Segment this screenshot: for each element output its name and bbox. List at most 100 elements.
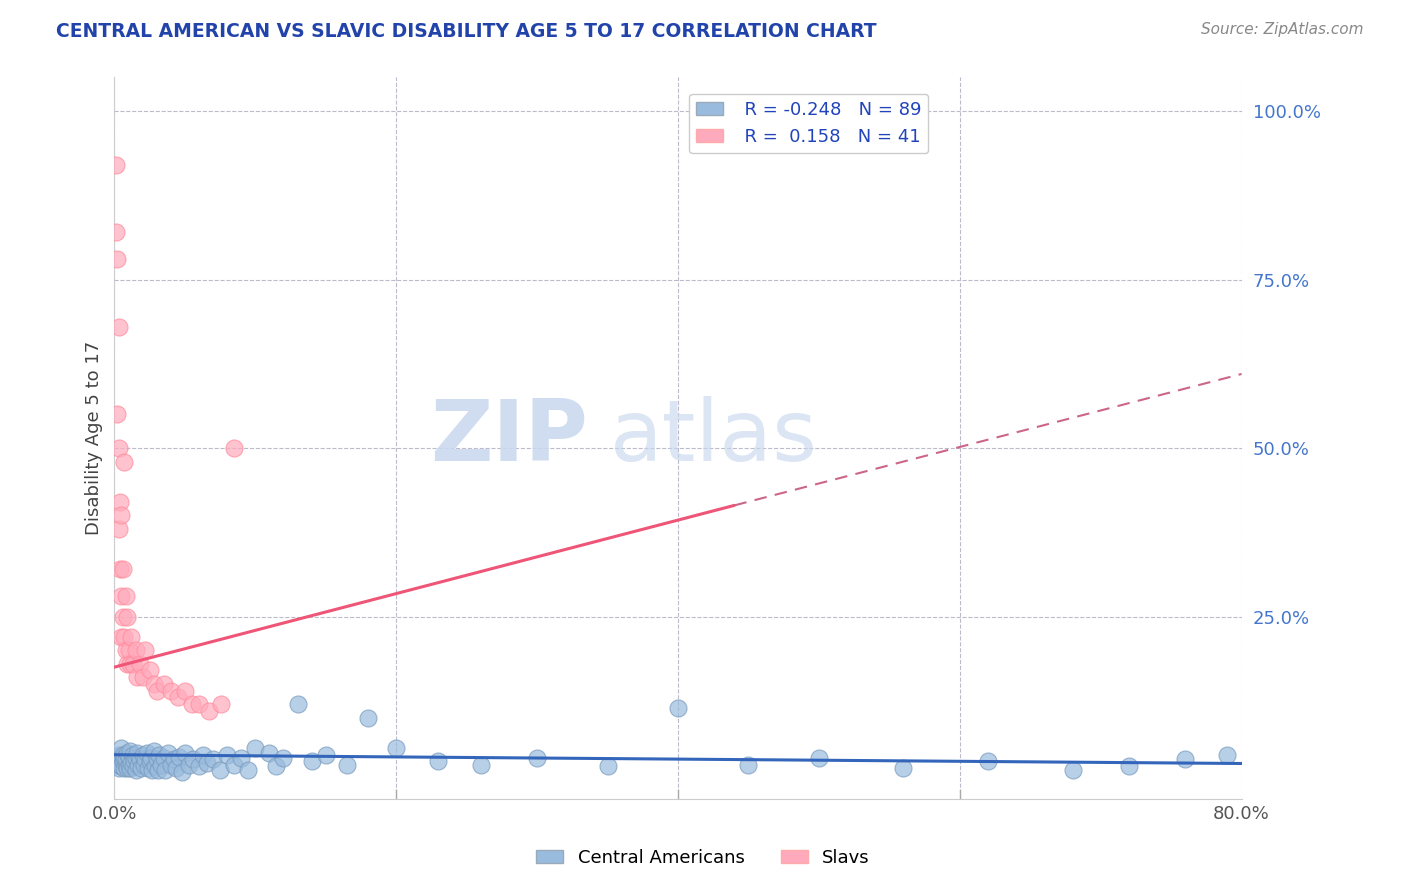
Point <box>125 746 148 760</box>
Point <box>211 697 233 711</box>
Point <box>807 751 830 765</box>
Point <box>315 747 337 762</box>
Point <box>173 746 195 760</box>
Point <box>117 749 139 764</box>
Point <box>112 761 135 775</box>
Point <box>110 590 132 604</box>
Point <box>108 562 131 576</box>
Point <box>111 755 134 769</box>
Point <box>135 746 157 760</box>
Point <box>136 761 159 775</box>
Point <box>107 761 129 775</box>
Point <box>104 755 127 769</box>
Point <box>231 751 253 765</box>
Point <box>737 757 759 772</box>
Point <box>166 690 188 705</box>
Point <box>238 763 260 777</box>
Point <box>124 751 146 765</box>
Point <box>115 657 138 671</box>
Point <box>108 752 131 766</box>
Point <box>143 759 166 773</box>
Point <box>112 630 135 644</box>
Point <box>149 757 172 772</box>
Point <box>162 752 184 766</box>
Point <box>385 741 408 756</box>
Point <box>115 746 138 760</box>
Point <box>181 752 204 766</box>
Point <box>108 757 131 772</box>
Point <box>131 747 153 762</box>
Point <box>596 759 619 773</box>
Point <box>141 763 163 777</box>
Point <box>114 752 136 766</box>
Point <box>117 643 139 657</box>
Legend:   R = -0.248   N = 89,   R =  0.158   N = 41: R = -0.248 N = 89, R = 0.158 N = 41 <box>689 94 928 153</box>
Point <box>112 751 135 765</box>
Y-axis label: Disability Age 5 to 17: Disability Age 5 to 17 <box>86 341 103 535</box>
Text: Source: ZipAtlas.com: Source: ZipAtlas.com <box>1201 22 1364 37</box>
Point <box>120 630 142 644</box>
Point <box>142 744 165 758</box>
Point <box>138 664 160 678</box>
Point <box>107 319 129 334</box>
Point <box>121 759 143 773</box>
Point <box>107 441 129 455</box>
Point <box>120 756 142 771</box>
Point <box>104 158 127 172</box>
Point <box>1118 759 1140 773</box>
Point <box>107 747 129 762</box>
Point <box>110 630 132 644</box>
Point <box>193 747 215 762</box>
Point <box>129 761 152 775</box>
Point <box>121 657 143 671</box>
Point <box>1062 763 1084 777</box>
Point <box>152 677 174 691</box>
Point <box>110 508 132 523</box>
Point <box>153 763 176 777</box>
Point <box>159 683 181 698</box>
Point <box>125 670 148 684</box>
Point <box>145 752 167 766</box>
Point <box>134 643 156 657</box>
Point <box>107 522 129 536</box>
Point <box>217 747 239 762</box>
Point <box>118 761 141 775</box>
Point <box>197 756 219 771</box>
Point <box>105 757 128 772</box>
Point <box>105 408 128 422</box>
Point <box>114 757 136 772</box>
Point <box>167 749 190 764</box>
Point <box>114 643 136 657</box>
Point <box>139 751 162 765</box>
Text: CENTRAL AMERICAN VS SLAVIC DISABILITY AGE 5 TO 17 CORRELATION CHART: CENTRAL AMERICAN VS SLAVIC DISABILITY AG… <box>56 22 877 41</box>
Point <box>124 643 146 657</box>
Point <box>273 751 295 765</box>
Point <box>112 454 135 468</box>
Point <box>138 755 160 769</box>
Point <box>1174 752 1197 766</box>
Point <box>198 704 221 718</box>
Point <box>152 751 174 765</box>
Point <box>114 590 136 604</box>
Point <box>287 697 309 711</box>
Point <box>159 757 181 772</box>
Text: atlas: atlas <box>610 396 818 480</box>
Point <box>122 755 145 769</box>
Point <box>1216 747 1239 762</box>
Point <box>224 441 246 455</box>
Point <box>977 755 1000 769</box>
Point <box>209 763 232 777</box>
Point <box>357 711 380 725</box>
Point <box>117 757 139 772</box>
Point <box>110 759 132 773</box>
Point <box>124 763 146 777</box>
Point <box>128 752 150 766</box>
Point <box>148 747 170 762</box>
Point <box>105 252 128 267</box>
Point <box>188 759 211 773</box>
Point <box>224 757 246 772</box>
Point <box>118 657 141 671</box>
Point <box>893 761 915 775</box>
Point <box>666 700 689 714</box>
Point <box>173 683 195 698</box>
